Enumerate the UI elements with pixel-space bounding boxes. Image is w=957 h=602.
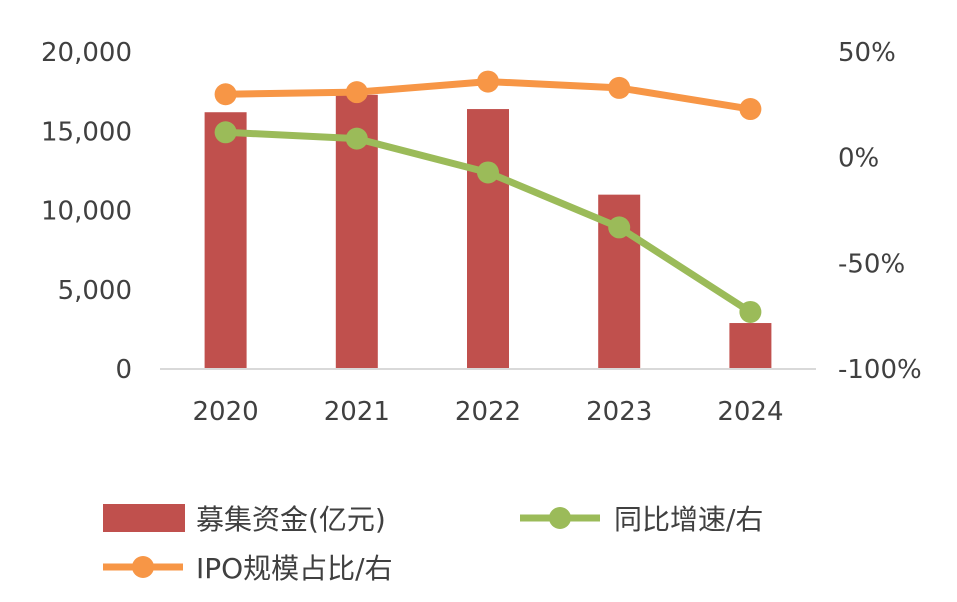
x-axis-tick-label: 2023 xyxy=(586,397,652,427)
legend: 募集资金(亿元) 同比增速/右 IPO规模占比/右 xyxy=(103,503,763,585)
legend-label-funds: 募集资金(亿元) xyxy=(196,503,386,536)
right-axis-tick-label: -50% xyxy=(838,249,905,279)
left-axis-tick-label: 0 xyxy=(115,355,132,385)
left-axis-tick-label: 5,000 xyxy=(58,276,132,306)
bar-2024 xyxy=(729,323,772,369)
lines-layer xyxy=(214,70,762,323)
yoy-growth-point-2022 xyxy=(477,161,499,184)
right-axis-tick-label: 50% xyxy=(838,38,896,68)
left-axis: 0 5,000 10,000 15,000 20,000 xyxy=(41,38,132,385)
left-axis-tick-label: 15,000 xyxy=(41,117,132,147)
x-axis-tick-label: 2024 xyxy=(717,397,783,427)
legend-bar-swatch xyxy=(103,504,185,532)
ipo-share-point-2023 xyxy=(608,76,631,99)
ipo-share-point-2024 xyxy=(739,98,762,121)
right-axis: -100% -50% 0% 50% xyxy=(838,38,922,385)
x-axis: 2020 2021 2022 2023 2024 xyxy=(193,397,784,427)
x-axis-tick-label: 2020 xyxy=(193,397,259,427)
bar-2022 xyxy=(467,109,509,369)
ipo-share-point-2022 xyxy=(477,70,499,93)
x-axis-tick-label: 2021 xyxy=(324,397,390,427)
yoy-growth-point-2021 xyxy=(345,127,368,150)
legend-label-ipo-share: IPO规模占比/右 xyxy=(196,552,393,585)
yoy-growth-point-2023 xyxy=(608,216,631,239)
legend-share-marker xyxy=(132,556,154,578)
yoy-growth-point-2020 xyxy=(214,121,237,144)
legend-label-growth: 同比增速/右 xyxy=(614,503,763,536)
right-axis-tick-label: 0% xyxy=(838,144,879,174)
yoy-growth-point-2024 xyxy=(739,300,762,323)
left-axis-tick-label: 10,000 xyxy=(41,197,132,227)
bar-2020 xyxy=(204,112,247,369)
x-axis-tick-label: 2022 xyxy=(455,397,521,427)
ipo-share-point-2020 xyxy=(214,83,237,106)
right-axis-tick-label: -100% xyxy=(838,355,922,385)
legend-growth-marker xyxy=(549,507,571,529)
left-axis-tick-label: 20,000 xyxy=(41,38,132,68)
ipo-share-point-2021 xyxy=(345,81,368,104)
